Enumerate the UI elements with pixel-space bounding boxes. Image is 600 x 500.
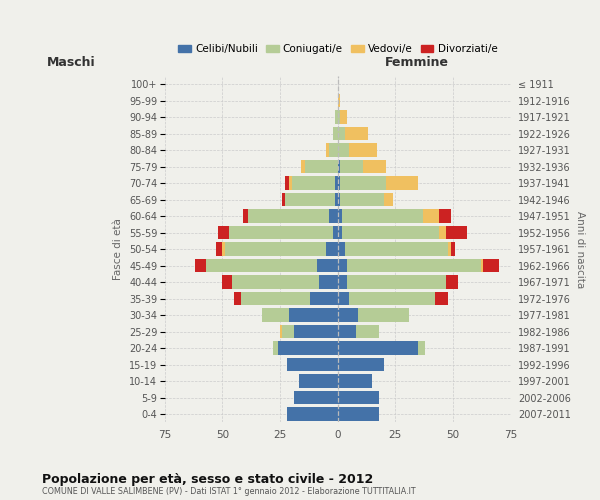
Bar [347,276,446,289]
Bar [326,144,329,157]
Bar [338,226,343,239]
Y-axis label: Fasce di età: Fasce di età [113,218,123,280]
Bar [317,259,338,272]
Bar [386,176,418,190]
Bar [280,325,283,338]
Bar [483,259,499,272]
Bar [434,292,448,306]
Bar [446,226,467,239]
Bar [305,160,338,173]
Bar [283,325,294,338]
Bar [356,325,379,338]
Bar [294,391,338,404]
Bar [335,176,338,190]
Bar [439,210,451,223]
Bar [340,110,347,124]
Bar [262,308,289,322]
Bar [283,193,285,206]
Bar [329,210,338,223]
Bar [448,242,451,256]
Bar [338,374,373,388]
Y-axis label: Anni di nascita: Anni di nascita [575,210,585,288]
Bar [333,127,338,140]
Bar [223,276,232,289]
Bar [338,391,379,404]
Bar [338,242,344,256]
Bar [358,308,409,322]
Bar [338,193,340,206]
Bar [343,210,423,223]
Bar [292,176,335,190]
Text: Femmine: Femmine [385,56,449,69]
Bar [241,292,310,306]
Bar [329,144,338,157]
Bar [335,193,338,206]
Bar [338,358,384,372]
Bar [481,259,483,272]
Bar [363,160,386,173]
Bar [310,292,338,306]
Bar [299,374,338,388]
Bar [273,342,278,355]
Bar [344,127,368,140]
Bar [423,210,439,223]
Bar [294,325,338,338]
Bar [215,242,223,256]
Bar [223,242,225,256]
Bar [195,259,206,272]
Bar [338,408,379,421]
Bar [338,308,358,322]
Bar [446,276,458,289]
Bar [285,176,289,190]
Bar [384,193,393,206]
Bar [301,160,305,173]
Bar [439,226,446,239]
Text: Popolazione per età, sesso e stato civile - 2012: Popolazione per età, sesso e stato civil… [42,472,373,486]
Bar [340,160,363,173]
Bar [234,292,241,306]
Bar [225,242,326,256]
Bar [349,292,434,306]
Bar [335,110,338,124]
Bar [333,226,338,239]
Bar [289,176,292,190]
Bar [287,408,338,421]
Bar [347,259,481,272]
Bar [232,276,319,289]
Bar [338,144,349,157]
Bar [338,342,418,355]
Bar [338,110,340,124]
Bar [326,242,338,256]
Bar [287,358,338,372]
Bar [338,259,347,272]
Bar [451,242,455,256]
Bar [285,193,335,206]
Bar [319,276,338,289]
Bar [338,210,343,223]
Bar [340,176,386,190]
Bar [343,226,439,239]
Bar [338,127,344,140]
Bar [338,160,340,173]
Bar [338,325,356,338]
Legend: Celibi/Nubili, Coniugati/e, Vedovi/e, Divorziati/e: Celibi/Nubili, Coniugati/e, Vedovi/e, Di… [174,40,502,58]
Bar [338,292,349,306]
Text: Maschi: Maschi [47,56,96,69]
Bar [229,226,333,239]
Bar [338,176,340,190]
Bar [218,226,229,239]
Bar [338,94,340,108]
Bar [206,259,317,272]
Bar [418,342,425,355]
Bar [340,193,384,206]
Bar [349,144,377,157]
Bar [338,276,347,289]
Bar [344,242,448,256]
Bar [289,308,338,322]
Bar [278,342,338,355]
Bar [243,210,248,223]
Bar [248,210,329,223]
Text: COMUNE DI VALLE SALIMBENE (PV) - Dati ISTAT 1° gennaio 2012 - Elaborazione TUTTI: COMUNE DI VALLE SALIMBENE (PV) - Dati IS… [42,488,416,496]
